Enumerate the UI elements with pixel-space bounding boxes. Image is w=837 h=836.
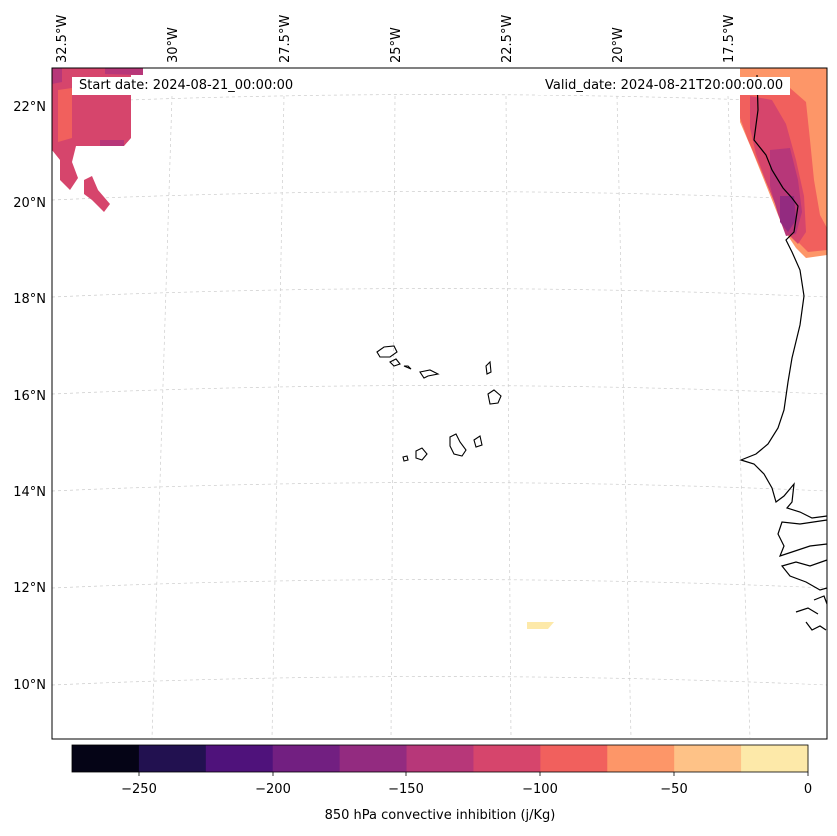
colorbar-cell bbox=[138, 745, 207, 772]
colorbar-cells bbox=[72, 745, 809, 772]
cape-verde-islands bbox=[376, 345, 502, 462]
meridian-30w bbox=[151, 95, 173, 739]
colorbar-tick-label: −250 bbox=[121, 782, 157, 797]
lon-label: 32.5°W bbox=[55, 15, 70, 63]
lat-label: 18°N bbox=[13, 292, 46, 307]
colorbar-cell bbox=[72, 745, 140, 772]
island-fogo bbox=[415, 447, 428, 461]
colorbar-cell bbox=[540, 745, 608, 772]
meridian-27-5w bbox=[271, 95, 285, 739]
cin-region-nw-patch bbox=[58, 88, 72, 142]
lon-label: 20°W bbox=[611, 27, 626, 63]
parallel-20n bbox=[51, 191, 828, 201]
start-date-label: Start date: 2024-08-21_00:00:00 bbox=[72, 77, 301, 95]
map-frame bbox=[51, 67, 828, 740]
map-panel bbox=[51, 67, 828, 740]
colorbar-tick-label: 0 bbox=[804, 782, 812, 797]
meridian-20w bbox=[616, 95, 632, 739]
island-sal bbox=[485, 360, 492, 375]
lon-label: 30°W bbox=[166, 27, 181, 63]
island-brava bbox=[402, 455, 409, 462]
guinea-islands bbox=[795, 595, 828, 631]
island-maio bbox=[473, 435, 483, 448]
parallel-12n bbox=[51, 579, 828, 589]
lon-label: 27.5°W bbox=[278, 15, 293, 63]
longitude-labels: 32.5°W 30°W 27.5°W 25°W 22.5°W 20°W 17.5… bbox=[55, 15, 737, 63]
colorbar-tick-label: −150 bbox=[388, 782, 424, 797]
cin-region-south-patch bbox=[527, 622, 554, 629]
colorbar-cell bbox=[205, 745, 274, 772]
colorbar-title: 850 hPa convective inhibition (j/Kg) bbox=[324, 808, 556, 823]
cin-shading-northwest bbox=[52, 68, 143, 212]
colorbar-cell bbox=[473, 745, 541, 772]
lon-label: 17.5°W bbox=[722, 15, 737, 63]
colorbar-ticks bbox=[138, 772, 809, 776]
colorbar-frame bbox=[71, 744, 809, 773]
lat-label: 12°N bbox=[13, 581, 46, 596]
parallel-18n bbox=[51, 288, 828, 298]
island-sao-nicolau bbox=[419, 369, 440, 379]
colorbar-cell bbox=[406, 745, 474, 772]
colorbar-cell bbox=[339, 745, 408, 772]
meridian-25w bbox=[390, 95, 396, 739]
colorbar-tick-label: −100 bbox=[522, 782, 558, 797]
lat-label: 14°N bbox=[13, 485, 46, 500]
colorbar-cell bbox=[741, 745, 809, 772]
guinea-bissau-coast bbox=[780, 559, 828, 591]
map-background bbox=[52, 68, 827, 739]
meridian-17-5w bbox=[727, 95, 751, 739]
parallel-14n bbox=[51, 482, 828, 492]
graticule bbox=[51, 94, 828, 739]
parallel-10n bbox=[51, 676, 828, 686]
cin-region-nw-dark bbox=[52, 68, 62, 84]
island-santa-luzia bbox=[403, 365, 412, 370]
cin-region-nw-small bbox=[84, 176, 110, 212]
island-sao-vicente bbox=[389, 358, 401, 367]
colorbar-tick-label: −200 bbox=[255, 782, 291, 797]
gambia-coast bbox=[777, 519, 828, 557]
latitude-labels: 22°N 20°N 18°N 16°N 14°N 12°N 10°N bbox=[13, 100, 46, 693]
cin-region-ne-darkest bbox=[780, 196, 796, 232]
cin-region-nw-outer bbox=[52, 68, 143, 190]
lat-label: 16°N bbox=[13, 389, 46, 404]
cin-region-nw-top bbox=[105, 68, 143, 75]
colorbar-cell bbox=[607, 745, 675, 772]
lon-label: 22.5°W bbox=[500, 15, 515, 63]
cin-region-nw-strip bbox=[100, 140, 124, 146]
island-boa-vista bbox=[487, 389, 502, 405]
colorbar-tick-label: −50 bbox=[660, 782, 687, 797]
colorbar-cell bbox=[674, 745, 742, 772]
meridian-22-5w bbox=[505, 95, 512, 739]
lat-label: 22°N bbox=[13, 100, 46, 115]
island-santo-antao bbox=[376, 345, 398, 358]
parallel-22n bbox=[51, 94, 828, 104]
african-coastline bbox=[739, 74, 828, 519]
parallel-16n bbox=[51, 385, 828, 395]
cin-shading-northeast bbox=[740, 68, 827, 258]
valid-date-label: Valid_date: 2024-08-21T20:00:00.00 bbox=[538, 77, 791, 95]
coastline bbox=[739, 74, 828, 631]
lon-label: 25°W bbox=[389, 27, 404, 63]
lat-label: 10°N bbox=[13, 678, 46, 693]
colorbar: −250 −200 −150 −100 −50 0 bbox=[71, 744, 812, 797]
lat-label: 20°N bbox=[13, 196, 46, 211]
colorbar-cell bbox=[272, 745, 341, 772]
island-santiago bbox=[449, 433, 467, 457]
